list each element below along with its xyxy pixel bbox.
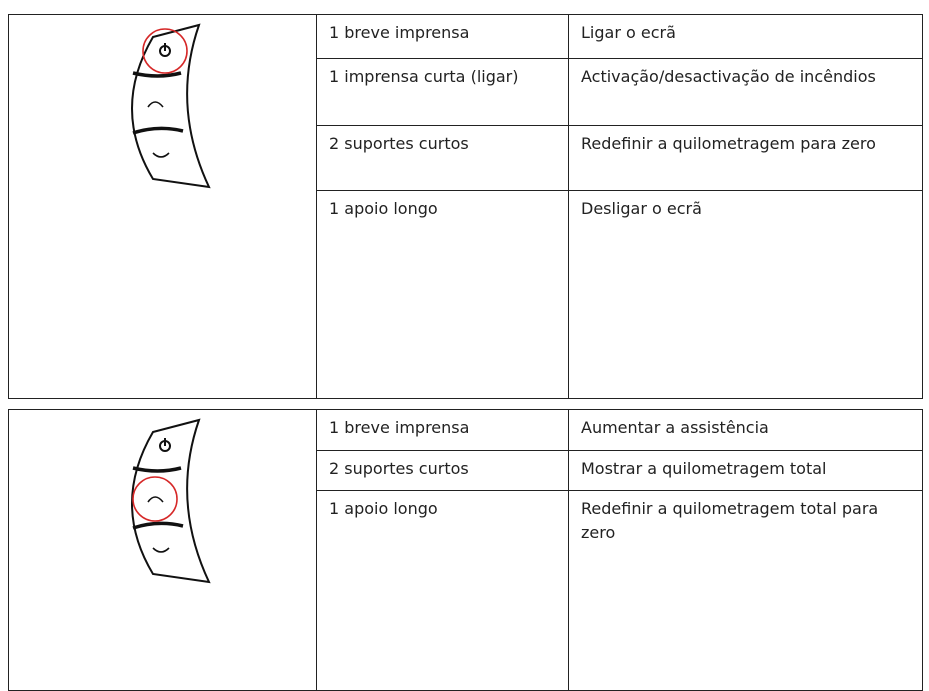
- result: Desligar o ecrã: [568, 190, 923, 399]
- action: 1 apoio longo: [316, 490, 569, 691]
- button-table-power: 1 breve imprensa Ligar o ecrã 1 imprensa…: [8, 14, 923, 399]
- action: 2 suportes curtos: [316, 125, 569, 191]
- remote-icon: [129, 23, 211, 189]
- remote-image: [8, 409, 317, 691]
- result: Redefinir a quilometragem total para zer…: [568, 490, 923, 691]
- action: 1 apoio longo: [316, 190, 569, 399]
- result: Mostrar a quilometragem total: [568, 450, 923, 491]
- action: 1 breve imprensa: [316, 14, 569, 59]
- button-table-up: 1 breve imprensa Aumentar a assistência …: [8, 409, 923, 691]
- remote-image: [8, 14, 317, 399]
- action: 1 breve imprensa: [316, 409, 569, 451]
- page: 1 breve imprensa Ligar o ecrã 1 imprensa…: [8, 14, 923, 691]
- result: Redefinir a quilometragem para zero: [568, 125, 923, 191]
- result: Activação/desactivação de incêndios: [568, 58, 923, 126]
- result: Ligar o ecrã: [568, 14, 923, 59]
- result: Aumentar a assistência: [568, 409, 923, 451]
- action: 1 imprensa curta (ligar): [316, 58, 569, 126]
- remote-icon: [129, 418, 211, 584]
- action: 2 suportes curtos: [316, 450, 569, 491]
